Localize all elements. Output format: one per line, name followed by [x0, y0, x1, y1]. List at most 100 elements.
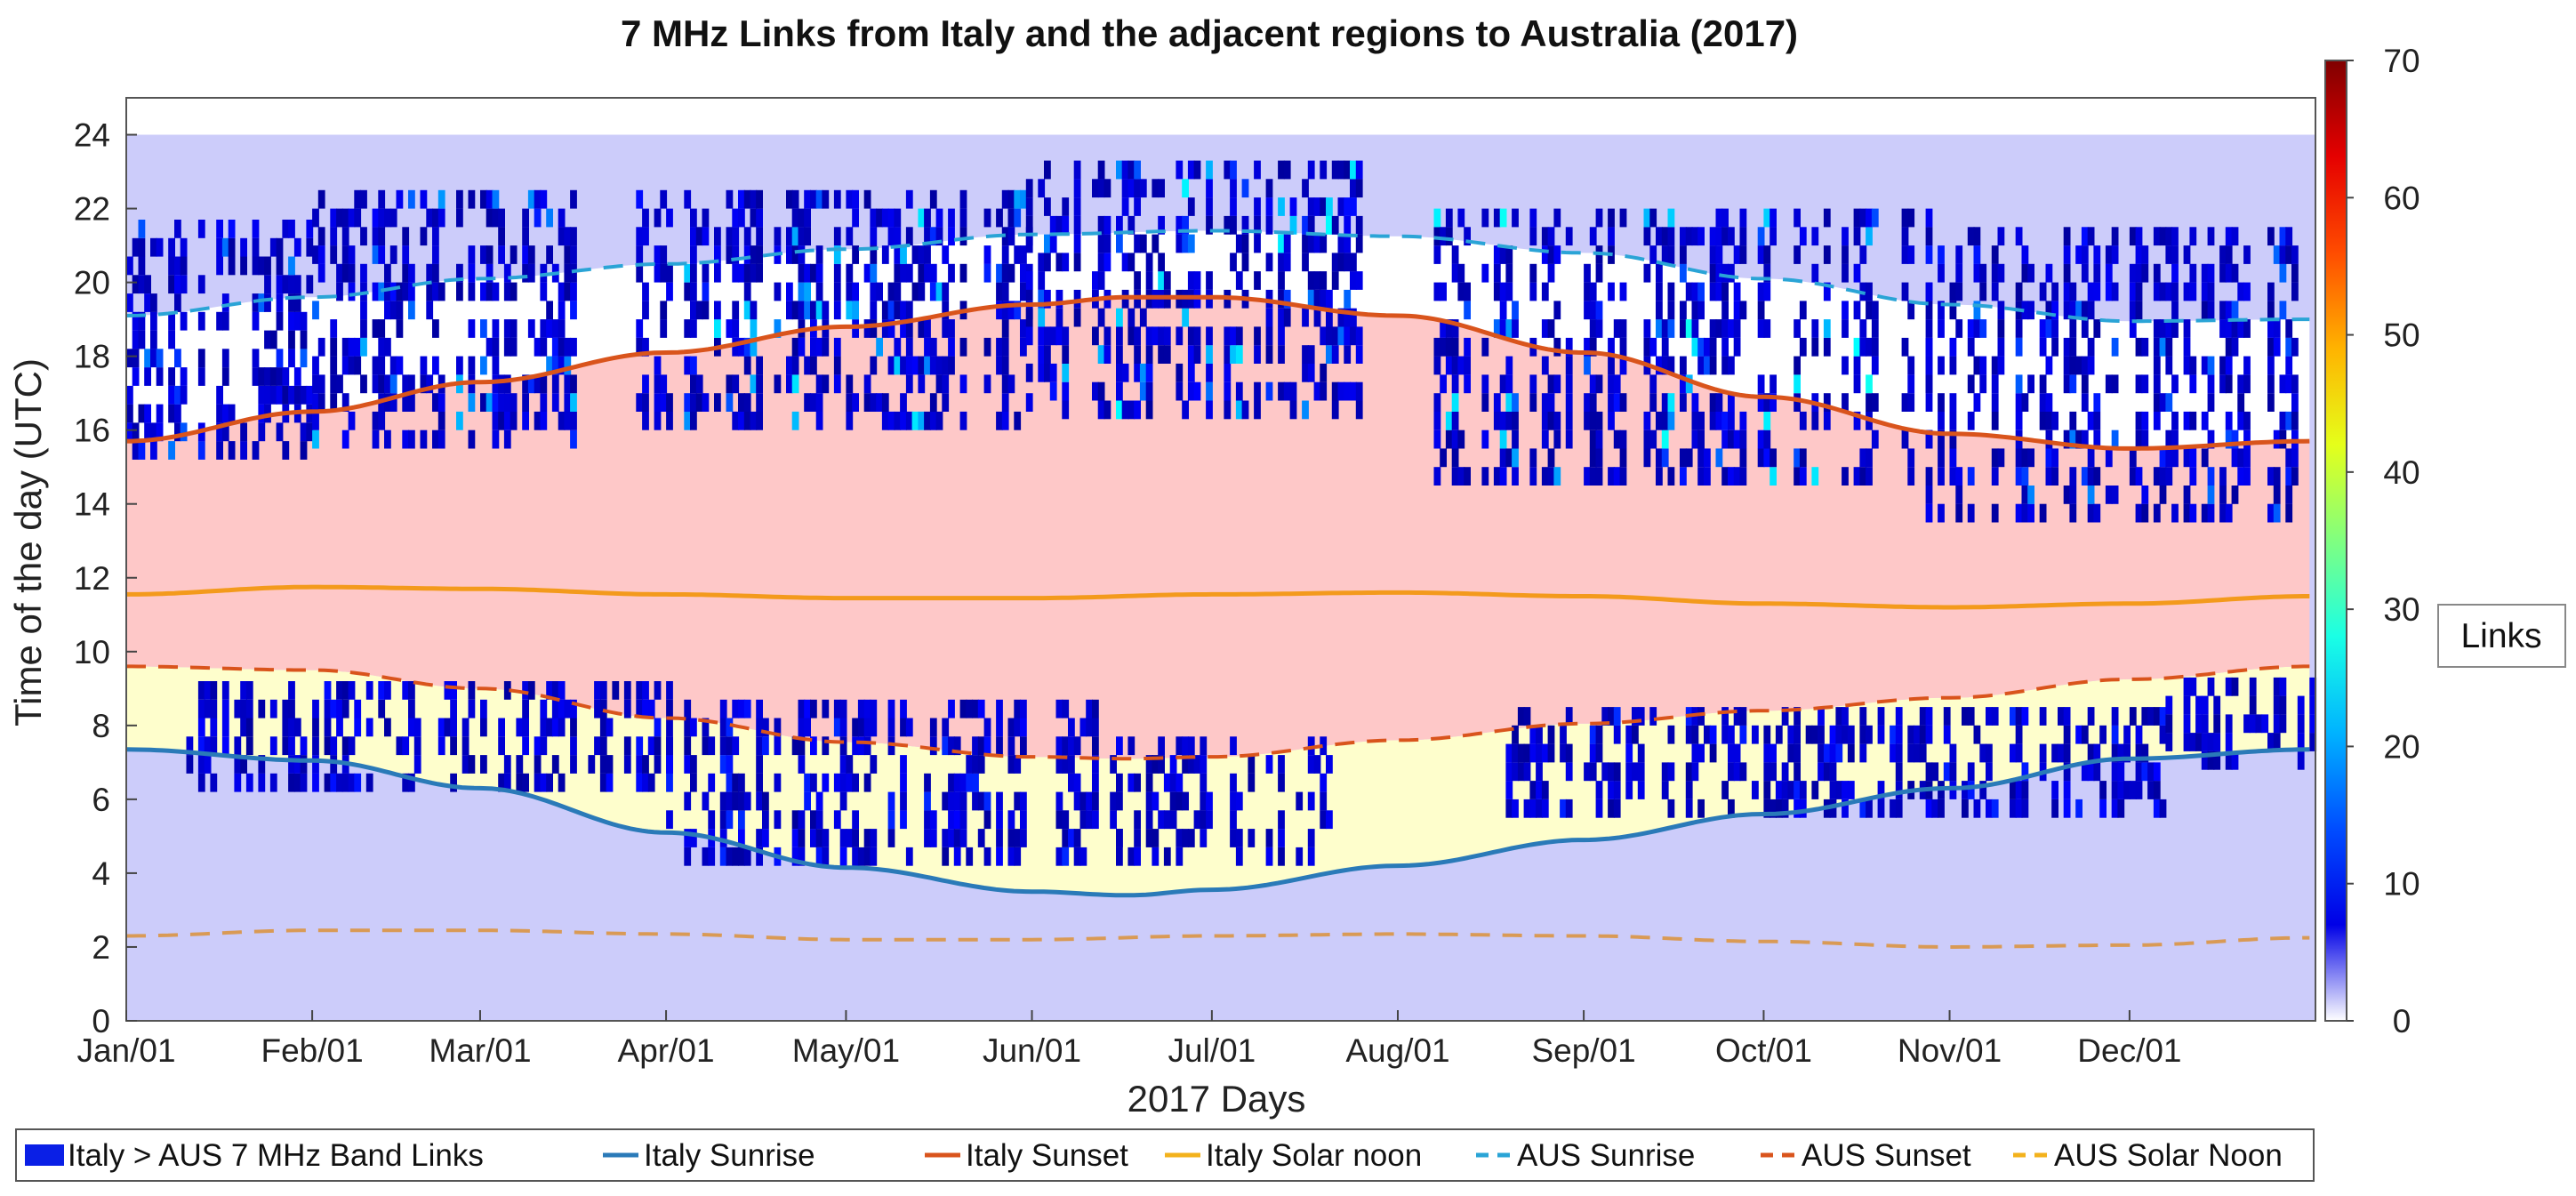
link-cell: [2189, 374, 2197, 394]
link-cell: [1307, 234, 1315, 253]
link-cell: [1625, 762, 1633, 782]
link-cell: [1547, 411, 1555, 430]
link-cell: [1589, 374, 1597, 394]
link-cell: [2159, 799, 2167, 818]
link-cell: [138, 256, 146, 276]
link-cell: [905, 319, 913, 338]
link-cell: [1440, 227, 1447, 246]
link-cell: [2117, 762, 2125, 782]
link-cell: [1794, 448, 1801, 468]
link-cell: [503, 755, 511, 774]
link-cell: [324, 681, 332, 700]
link-cell: [2063, 707, 2071, 726]
link-cell: [852, 189, 859, 209]
link-cell: [1265, 829, 1273, 847]
link-cell: [168, 237, 175, 257]
link-cell: [144, 422, 151, 442]
link-cell: [197, 311, 205, 331]
link-cell: [2111, 707, 2119, 726]
link-cell: [924, 411, 931, 430]
link-cell: [1224, 326, 1232, 346]
link-cell: [365, 718, 373, 737]
link-cell: [138, 404, 146, 423]
link-cell: [1116, 381, 1123, 401]
link-cell: [1493, 411, 1501, 430]
link-cell: [1823, 208, 1831, 228]
link-cell: [599, 755, 607, 774]
link-cell: [1457, 429, 1465, 449]
link-cell: [1110, 791, 1117, 811]
link-cell: [1529, 799, 1537, 818]
link-cell: [1206, 810, 1213, 830]
link-cell: [558, 681, 566, 700]
link-cell: [924, 791, 931, 811]
link-cell: [606, 755, 614, 774]
link-cell: [870, 829, 878, 847]
link-cell: [1757, 282, 1765, 301]
link-cell: [197, 718, 205, 737]
link-cell: [1901, 245, 1909, 264]
link-cell: [1769, 374, 1777, 394]
link-cell: [1235, 271, 1243, 290]
link-cell: [2135, 282, 2143, 301]
link-cell: [2267, 337, 2275, 357]
link-cell: [2021, 762, 2029, 782]
link-cell: [1818, 762, 1825, 782]
link-cell: [846, 189, 854, 209]
link-cell: [2237, 319, 2245, 338]
link-cell: [1613, 429, 1621, 449]
link-cell: [750, 374, 758, 394]
link-cell: [1320, 363, 1328, 382]
link-cell: [1595, 319, 1603, 338]
link-cell: [1925, 799, 1933, 818]
link-cell: [1775, 781, 1783, 799]
link-cell: [1517, 707, 1525, 726]
x-tick-label: May/01: [792, 1032, 900, 1069]
link-cell: [833, 718, 841, 737]
link-cell: [983, 374, 991, 394]
link-cell: [786, 227, 793, 246]
link-cell: [1584, 263, 1591, 283]
link-cell: [480, 356, 487, 375]
link-cell: [1073, 829, 1081, 847]
link-cell: [468, 263, 476, 283]
link-cell: [156, 349, 164, 368]
link-cell: [2063, 282, 2071, 301]
link-cell: [1925, 503, 1933, 523]
link-cell: [702, 718, 710, 737]
link-cell: [144, 404, 151, 423]
link-cell: [1625, 781, 1633, 799]
link-cell: [1145, 271, 1153, 290]
link-cell: [300, 736, 308, 756]
link-cell: [1799, 337, 1807, 357]
link-cell: [642, 282, 649, 301]
link-cell: [1973, 227, 1981, 246]
link-cell: [953, 847, 961, 866]
link-cell: [1038, 363, 1046, 382]
link-cell: [1991, 374, 1999, 394]
link-cell: [282, 736, 290, 756]
link-cell: [1733, 762, 1741, 782]
link-cell: [456, 282, 463, 301]
link-cell: [815, 263, 823, 283]
link-cell: [666, 208, 673, 228]
link-cell: [1187, 736, 1195, 756]
link-cell: [1925, 208, 1933, 228]
link-cell: [2051, 743, 2058, 763]
link-cell: [1193, 326, 1201, 346]
link-cell: [1302, 179, 1309, 198]
link-cell: [924, 810, 931, 830]
link-cell: [408, 718, 415, 737]
link-cell: [887, 227, 895, 246]
link-cell: [756, 227, 763, 246]
link-cell: [756, 356, 763, 375]
link-cell: [197, 367, 205, 386]
link-cell: [719, 736, 727, 756]
link-cell: [336, 699, 343, 718]
link-cell: [197, 275, 205, 294]
link-cell: [702, 282, 710, 301]
link-cell: [732, 263, 740, 283]
link-cell: [959, 227, 967, 246]
x-tick-label: Jun/01: [983, 1032, 1081, 1069]
link-cell: [1925, 725, 1933, 744]
